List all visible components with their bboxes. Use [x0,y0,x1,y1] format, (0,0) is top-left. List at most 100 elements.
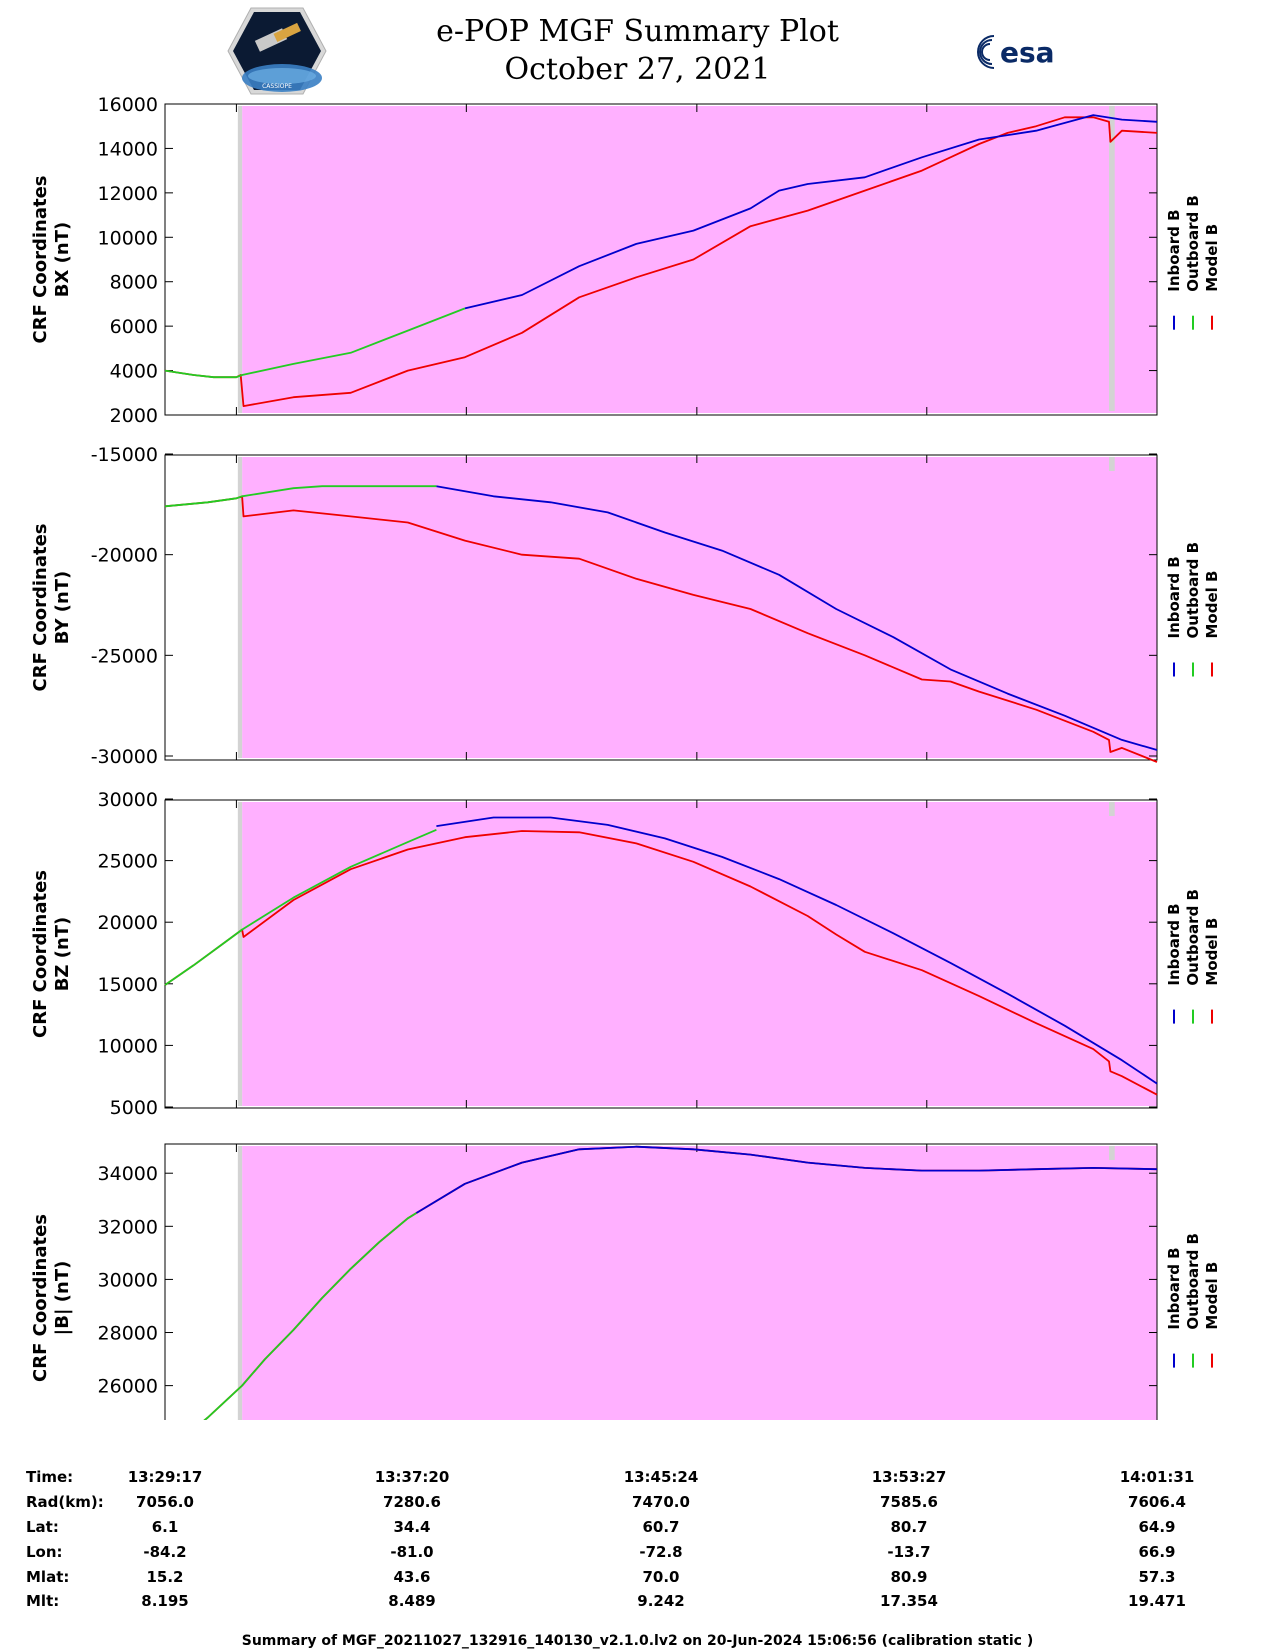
legend-label: Model B [1203,224,1221,292]
orbit-info-value: 34.4 [393,1518,431,1536]
y-tick-label: 28000 [98,1323,158,1345]
legend-label: Inboard B [1165,903,1183,985]
y-tick-label: 16000 [98,94,158,116]
legend-label: Inboard B [1165,1247,1183,1329]
orbit-info-value: 13:37:20 [374,1468,450,1486]
orbit-info-row: Mlat: 15.2 43.6 70.0 80.9 57.3 [0,1565,1275,1589]
orbit-info-value: 8.195 [141,1592,189,1610]
y-tick-label: 6000 [110,316,158,338]
plot-title: e-POP MGF Summary Plot [436,14,839,49]
legend-label: Inboard B [1165,556,1183,638]
orbit-info-row: Lon: -84.2 -81.0 -72.8 -13.7 66.9 [0,1540,1275,1564]
legend-label: Model B [1203,571,1221,639]
esa-logo-text: esa [1000,36,1055,69]
y-axis-label-units: BX (nT) [52,222,73,297]
cassiope-logo-text: CASSIOPE [262,83,292,90]
y-tick-label: 15000 [98,974,158,996]
y-tick-label: -30000 [91,746,158,768]
orbit-info-value: 15.2 [146,1568,184,1586]
y-axis-label-units: BZ (nT) [52,917,73,992]
y-axis-label: CRF Coordinates [30,1214,51,1382]
orbit-info-row: Time: 13:29:17 13:37:20 13:45:24 13:53:27 14:… [0,1465,1275,1489]
legend-label: Model B [1203,1262,1221,1330]
y-tick-label: 8000 [110,272,158,294]
series-line-model-b [164,495,1158,763]
series-line-outboard-b [164,828,437,986]
panel-1: 16000 14000 12000 10000 8000 6000 4000 2000 CRF … [30,94,1221,427]
orbit-info-value: 8.489 [388,1592,436,1610]
orbit-info-value: 13:45:24 [623,1468,699,1486]
y-tick-label: 10000 [98,1035,158,1057]
panel-4: 340003200030000280002600024000CRF Coordi… [30,1143,1221,1420]
y-tick-label: 20000 [98,912,158,934]
y-tick-label: 34000 [98,1163,158,1185]
y-axis-label: CRF Coordinates [30,524,51,692]
shaded-region [242,457,1157,758]
plot-frame [164,1143,1158,1420]
orbit-info-value: 66.9 [1138,1543,1176,1561]
orbit-info-value: 14:01:31 [1119,1468,1195,1486]
y-tick-label: 32000 [98,1216,158,1238]
legend-label: Outboard B [1184,542,1202,639]
y-tick-label: 2000 [110,405,158,427]
shaded-region [242,802,1157,1106]
orbit-info-value: -81.0 [390,1543,434,1561]
orbit-info-value: 43.6 [393,1568,431,1586]
series-line-outboard-b [164,307,466,379]
legend-label: Outboard B [1184,195,1202,292]
data-gap [237,457,243,758]
series-line-inboard-b [436,816,1158,1085]
orbit-info-row: Mlt: 8.195 8.489 9.242 17.354 19.471 [0,1589,1275,1613]
data-gap [237,106,243,413]
y-tick-label: 10000 [98,227,158,249]
orbit-info-value: 7056.0 [136,1493,194,1511]
summary-caption: Summary of MGF_20211027_132916_140130_v2… [241,1633,1034,1649]
orbit-info-value: -84.2 [143,1543,187,1561]
orbit-info-value: -72.8 [639,1543,683,1561]
orbit-info-value: 80.9 [890,1568,928,1586]
shaded-region [242,106,1157,413]
orbit-info-value: 7280.6 [383,1493,441,1511]
y-tick-label: 5000 [110,1097,158,1119]
plot-date: October 27, 2021 [504,52,771,87]
orbit-info-row: Rad(km): 7056.0 7280.6 7470.0 7585.6 7606.4 [0,1490,1275,1514]
data-gap [1109,802,1115,816]
orbit-info-value: 6.1 [151,1518,179,1536]
y-tick-label: 30000 [98,1269,158,1291]
orbit-info-label: Lon: [26,1543,63,1561]
orbit-info-label: Lat: [26,1518,59,1536]
data-gap [1109,1146,1115,1160]
series-line-outboard-b [203,1212,417,1420]
orbit-info-value: 7470.0 [632,1493,690,1511]
legend-label: Model B [1203,918,1221,986]
y-tick-label: 12000 [98,183,158,205]
orbit-info-row: Lat: 6.1 34.4 60.7 80.7 64.9 [0,1515,1275,1539]
shaded-region [242,1146,1157,1420]
orbit-info-value: 80.7 [890,1518,928,1536]
orbit-info-value: 19.471 [1128,1592,1186,1610]
panel-3: 30000 25000 20000 15000 10000 5000 CRF Coordin… [30,789,1221,1119]
orbit-info-label: Mlt: [26,1592,60,1610]
series-line-inboard-b [436,485,1158,751]
y-tick-label: -25000 [91,645,158,667]
y-tick-label: 26000 [98,1376,158,1398]
data-gap [1109,457,1115,471]
series-line-model-b [164,830,1158,1096]
orbit-info-label: Rad(km): [26,1493,104,1511]
orbit-info-value: 9.242 [637,1592,685,1610]
series-line-inboard-b [464,114,1158,310]
series-line-model-b [164,116,1158,407]
orbit-info-value: 7606.4 [1128,1493,1186,1511]
orbit-info-label: Mlat: [26,1568,70,1586]
y-tick-label: -15000 [91,444,158,466]
orbit-info-value: 70.0 [642,1568,680,1586]
y-tick-label: 30000 [98,789,158,811]
plot-frame [164,103,1158,416]
y-axis-label-units: BY (nT) [52,571,73,645]
y-tick-label: 4000 [110,361,158,383]
y-axis-label: CRF Coordinates [30,176,51,344]
orbit-info-value: 64.9 [1138,1518,1176,1536]
y-tick-label: 14000 [98,138,158,160]
esa-logo: esa [977,35,1055,69]
panel-2: -15000 -20000 -25000 -30000 CRF Coordinates B… [30,444,1221,768]
